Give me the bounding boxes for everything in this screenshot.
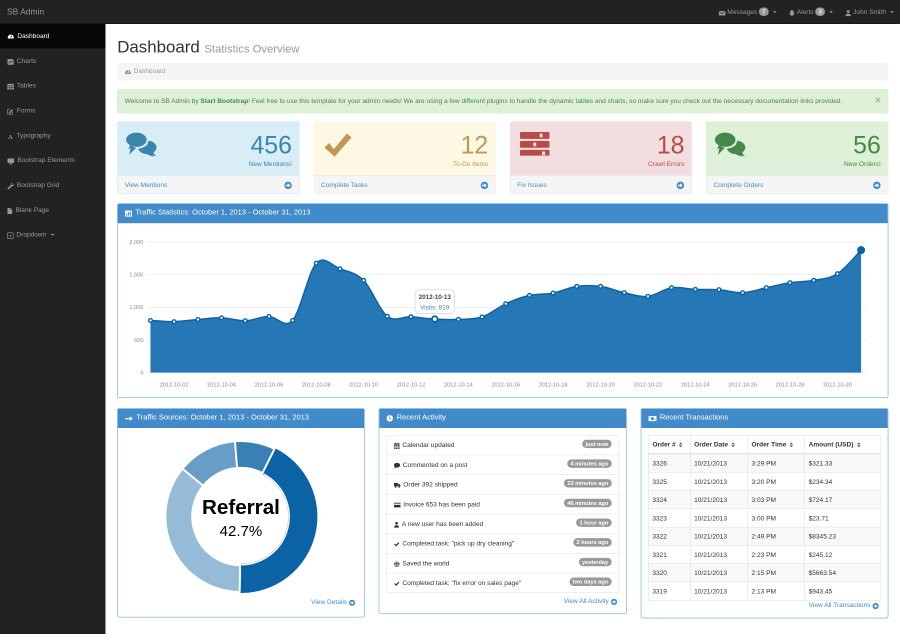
- svg-text:2012-10-30: 2012-10-30: [823, 382, 852, 388]
- svg-text:500: 500: [134, 338, 143, 344]
- svg-text:2012-10-16: 2012-10-16: [491, 382, 520, 388]
- svg-text:Referral: Referral: [202, 496, 280, 519]
- svg-text:2012-10-18: 2012-10-18: [539, 382, 568, 388]
- svg-text:2012-10-14: 2012-10-14: [444, 382, 473, 388]
- svg-text:2012-10-22: 2012-10-22: [634, 382, 663, 388]
- svg-text:2012-10-20: 2012-10-20: [586, 382, 615, 388]
- svg-text:42.7%: 42.7%: [220, 523, 263, 540]
- svg-text:1,000: 1,000: [129, 305, 143, 311]
- svg-text:A: A: [8, 134, 13, 140]
- svg-text:2012-10-02: 2012-10-02: [160, 382, 189, 388]
- svg-text:1,500: 1,500: [129, 273, 143, 279]
- svg-text:2012-10-26: 2012-10-26: [728, 382, 757, 388]
- svg-text:2012-10-10: 2012-10-10: [349, 382, 378, 388]
- svg-text:2012-10-08: 2012-10-08: [302, 382, 331, 388]
- svg-text:2012-10-24: 2012-10-24: [681, 382, 710, 388]
- svg-text:2012-10-04: 2012-10-04: [207, 382, 236, 388]
- svg-text:2012-10-06: 2012-10-06: [255, 382, 284, 388]
- svg-text:0: 0: [140, 370, 143, 376]
- svg-text:2012-10-12: 2012-10-12: [397, 382, 426, 388]
- svg-text:2,000: 2,000: [129, 240, 143, 246]
- svg-text:2012-10-13: 2012-10-13: [419, 294, 452, 301]
- svg-text:2012-10-28: 2012-10-28: [776, 382, 805, 388]
- svg-text:Visits: 819: Visits: 819: [420, 304, 449, 311]
